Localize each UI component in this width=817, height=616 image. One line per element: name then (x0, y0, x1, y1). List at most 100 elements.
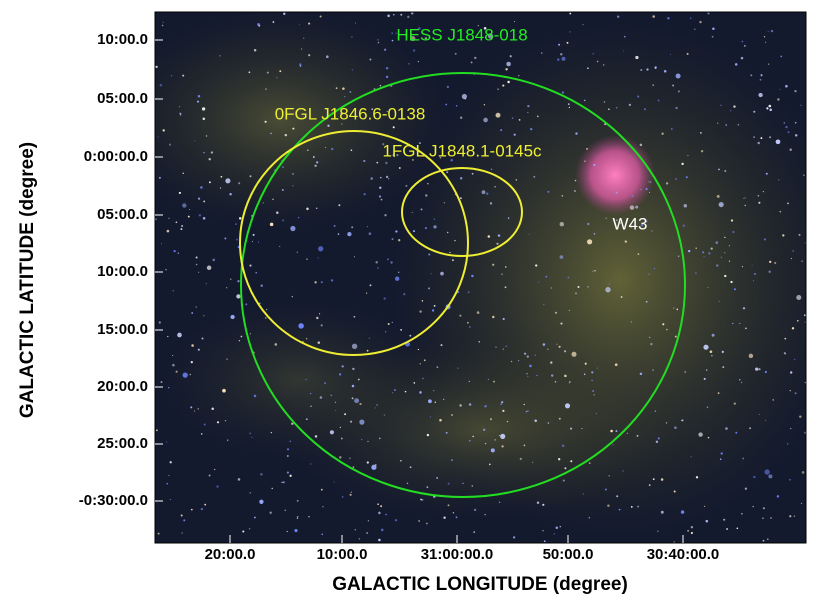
star (591, 379, 593, 382)
star (602, 64, 605, 66)
star (568, 381, 571, 384)
star (495, 346, 497, 348)
star (200, 186, 203, 189)
star (527, 111, 529, 114)
star (643, 108, 646, 111)
star (312, 156, 315, 158)
star (742, 307, 746, 310)
star (596, 367, 599, 369)
star (329, 430, 335, 435)
star (203, 315, 205, 317)
star (314, 435, 318, 438)
star (179, 112, 182, 115)
star (298, 23, 300, 25)
star (327, 124, 330, 127)
star (498, 434, 501, 437)
star (681, 162, 684, 166)
star (558, 345, 561, 348)
star (588, 462, 591, 465)
star (321, 533, 324, 536)
star (326, 55, 329, 58)
star (515, 179, 518, 181)
star (418, 142, 421, 145)
star (166, 482, 169, 485)
star (349, 493, 352, 496)
star (266, 309, 268, 311)
1fgl-region (401, 167, 523, 257)
star (306, 207, 309, 211)
star (767, 63, 770, 65)
star (216, 421, 220, 424)
star (226, 287, 228, 289)
star (505, 266, 507, 268)
star (406, 482, 409, 484)
star (198, 271, 200, 273)
star (290, 225, 296, 232)
star (640, 68, 643, 72)
star (421, 300, 424, 302)
star (604, 488, 607, 491)
star (409, 334, 412, 337)
star (561, 56, 566, 61)
star (680, 510, 685, 514)
star (391, 321, 393, 323)
star (201, 107, 206, 111)
star (766, 107, 769, 110)
star (720, 256, 722, 258)
x-tick-label: 10:00.0 (317, 546, 368, 563)
star (380, 176, 382, 179)
star (676, 308, 679, 311)
star (695, 272, 697, 274)
x-tick-label: 50:00.0 (543, 546, 594, 563)
star (504, 286, 507, 289)
star (259, 499, 264, 504)
star (543, 303, 545, 306)
star (351, 384, 355, 388)
star (538, 281, 540, 283)
star (317, 341, 321, 344)
star (663, 70, 667, 73)
star (423, 359, 426, 362)
star (497, 234, 501, 237)
star (460, 116, 463, 119)
star (622, 470, 624, 472)
star (197, 95, 201, 98)
star (417, 348, 420, 351)
star (282, 219, 285, 222)
star (792, 250, 795, 252)
star (281, 188, 284, 191)
star (464, 98, 467, 100)
star (459, 404, 462, 407)
star (224, 237, 227, 240)
star (690, 456, 692, 458)
star (178, 106, 180, 108)
star (385, 66, 389, 70)
y-tick-label: 10:00.0 (97, 263, 148, 280)
star (473, 531, 476, 533)
star (270, 132, 272, 135)
star (341, 496, 344, 498)
star (675, 178, 678, 181)
star (564, 374, 567, 378)
star (804, 314, 806, 317)
star (718, 168, 720, 171)
star (366, 349, 369, 352)
star (299, 65, 302, 67)
star (690, 17, 692, 19)
star (489, 418, 493, 421)
star (645, 300, 648, 303)
star (376, 161, 379, 164)
star (794, 358, 796, 360)
star (190, 406, 193, 409)
star (289, 474, 292, 477)
star (289, 440, 292, 443)
star (351, 343, 358, 349)
star (473, 508, 477, 512)
star (478, 340, 481, 343)
star (575, 292, 577, 295)
star (484, 442, 487, 445)
star (593, 233, 596, 235)
star (707, 436, 710, 439)
star (555, 526, 559, 530)
star (560, 322, 563, 325)
